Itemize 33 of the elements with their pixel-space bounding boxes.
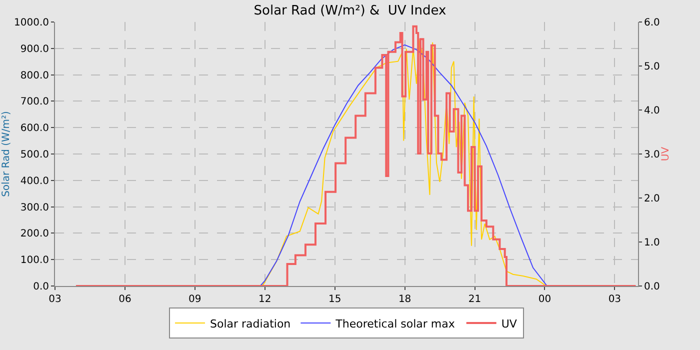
x-tick-label: 15 — [328, 294, 342, 305]
y-tick-label: 0.0 — [33, 282, 49, 292]
y2-tick-label: 1.0 — [644, 238, 660, 248]
x-tick-label: 09 — [188, 294, 202, 305]
y-tick-label: 100.0 — [20, 255, 49, 266]
y-tick-label: 1000.0 — [14, 18, 49, 28]
y-tick-label: 400.0 — [20, 176, 49, 187]
y-tick-label: 800.0 — [20, 70, 49, 82]
x-tick-label: 00 — [538, 294, 552, 305]
x-tick-label: 06 — [118, 294, 132, 305]
y2-tick-label: 4.0 — [644, 106, 660, 116]
y-tick-label: 700.0 — [20, 96, 49, 108]
legend-label: Solar radiation — [210, 317, 291, 330]
y-tick-label: 600.0 — [20, 123, 49, 134]
x-tick-label: 18 — [398, 294, 412, 305]
y-tick-label: 900.0 — [20, 44, 49, 55]
y-axis-title: Solar Rad (W/m²) — [1, 110, 12, 197]
x-tick-label: 03 — [48, 294, 62, 305]
chart-title: Solar Rad (W/m²) & UV Index — [254, 3, 447, 18]
legend-label: Theoretical solar max — [334, 317, 456, 330]
y2-tick-label: 2.0 — [644, 194, 660, 204]
y-tick-label: 200.0 — [20, 228, 49, 240]
y-tick-label: 500.0 — [20, 150, 49, 160]
x-tick-label: 21 — [468, 294, 482, 305]
y-tick-label: 300.0 — [20, 202, 49, 214]
y2-tick-label: 3.0 — [644, 150, 660, 160]
y2-tick-label: 6.0 — [644, 18, 660, 28]
x-tick-label: 12 — [258, 294, 272, 305]
x-tick-label: 03 — [608, 294, 622, 305]
y2-tick-label: 5.0 — [644, 62, 660, 72]
y2-axis-title: UV — [660, 146, 672, 162]
y2-tick-label: 0.0 — [644, 282, 660, 292]
legend-label: UV — [501, 317, 518, 330]
